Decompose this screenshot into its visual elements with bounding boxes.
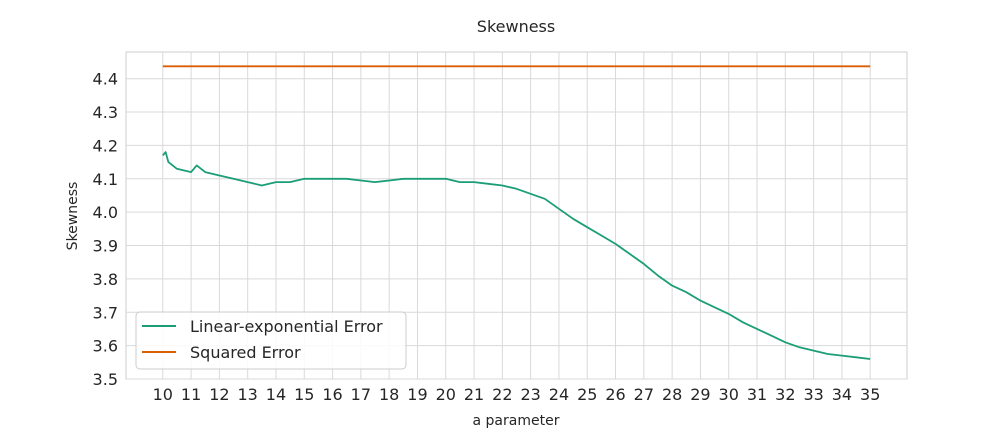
y-tick-label: 3.5 (93, 370, 118, 389)
y-tick-label: 4.4 (93, 70, 118, 89)
x-tick-label: 21 (464, 385, 484, 404)
x-tick-label: 32 (775, 385, 795, 404)
x-tick-label: 34 (832, 385, 852, 404)
y-tick-label: 3.9 (93, 237, 118, 256)
legend-label-linear-exponential: Linear-exponential Error (190, 317, 383, 336)
y-tick-label: 3.6 (93, 337, 118, 356)
x-tick-label: 27 (634, 385, 654, 404)
legend: Linear-exponential Error Squared Error (135, 311, 407, 370)
x-tick-label: 29 (690, 385, 710, 404)
x-tick-label: 28 (662, 385, 682, 404)
x-tick-label: 17 (351, 385, 371, 404)
y-tick-label: 3.8 (93, 270, 118, 289)
y-tick-labels: 3.5 3.6 3.7 3.8 3.9 4.0 4.1 4.2 4.3 4.4 (93, 70, 118, 389)
y-tick-label: 4.1 (93, 170, 118, 189)
series-line-linear-exponential-error (162, 151, 871, 360)
y-tick-label: 4.2 (93, 136, 118, 155)
y-tick-label: 3.7 (93, 303, 118, 322)
x-axis-label: a parameter (473, 413, 560, 429)
chart-title: Skewness (477, 17, 555, 36)
y-axis-label: Skewness (65, 182, 81, 251)
y-tick-label: 4.0 (93, 203, 118, 222)
x-tick-label: 15 (294, 385, 314, 404)
series-layer (162, 65, 871, 360)
x-tick-label: 25 (577, 385, 597, 404)
x-tick-label: 35 (860, 385, 880, 404)
x-tick-label: 20 (436, 385, 456, 404)
x-tick-label: 12 (209, 385, 229, 404)
x-tick-label: 14 (266, 385, 286, 404)
x-tick-label: 24 (549, 385, 569, 404)
x-tick-label: 11 (181, 385, 201, 404)
x-tick-label: 13 (237, 385, 257, 404)
x-tick-label: 33 (803, 385, 823, 404)
y-tick-label: 4.3 (93, 103, 118, 122)
x-tick-label: 30 (719, 385, 739, 404)
x-tick-labels: 10 11 12 13 14 15 16 17 18 19 20 21 22 23 24 25 26 27 28 29… (153, 385, 881, 404)
x-tick-label: 16 (322, 385, 342, 404)
legend-box (135, 311, 407, 370)
x-tick-label: 22 (492, 385, 512, 404)
x-tick-label: 10 (153, 385, 173, 404)
x-tick-label: 31 (747, 385, 767, 404)
x-tick-label: 23 (520, 385, 540, 404)
legend-label-squared-error: Squared Error (190, 343, 301, 362)
x-tick-label: 19 (407, 385, 427, 404)
x-tick-label: 26 (605, 385, 625, 404)
x-tick-label: 18 (379, 385, 399, 404)
